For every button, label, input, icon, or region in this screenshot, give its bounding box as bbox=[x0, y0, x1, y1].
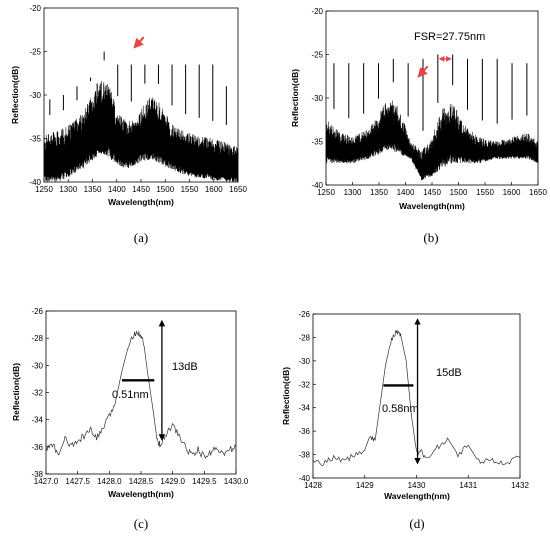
y-axis-label: Reflection(dB) bbox=[290, 69, 300, 127]
panel-label-b: (b) bbox=[423, 230, 438, 245]
x-tick-label: 1550 bbox=[181, 185, 199, 194]
series-line bbox=[45, 330, 237, 459]
x-tick-label: 1427.5 bbox=[65, 477, 90, 486]
y-tick-label: -28 bbox=[298, 333, 310, 342]
chart-panel-d: 1428 1429 1430 1431 1432 -26-28-30-32-34-36-… bbox=[281, 310, 529, 531]
x-tick-label: 1250 bbox=[35, 185, 53, 194]
depth-label: 15dB bbox=[436, 367, 462, 379]
y-tick-label: -32 bbox=[298, 380, 310, 389]
y-tick-label: -25 bbox=[29, 48, 41, 57]
x-tick-label: 1350 bbox=[370, 188, 388, 197]
y-axis-label: Reflection(dB) bbox=[281, 367, 291, 425]
noise-floor bbox=[43, 80, 239, 182]
y-tick-label: -34 bbox=[298, 404, 310, 413]
x-axis-ticks: 1428 1429 1430 1431 1432 bbox=[304, 475, 529, 490]
plot-area bbox=[312, 329, 521, 466]
series-line bbox=[312, 329, 521, 466]
x-tick-label: 1650 bbox=[229, 185, 247, 194]
y-tick-label: -36 bbox=[298, 427, 310, 436]
panel-label-c: (c) bbox=[134, 516, 148, 531]
x-tick-label: 1430 bbox=[408, 481, 426, 490]
x-tick-label: 1600 bbox=[205, 185, 223, 194]
y-axis-label: Reflection(dB) bbox=[11, 363, 21, 421]
x-tick-label: 1500 bbox=[450, 188, 468, 197]
y-tick-label: -35 bbox=[29, 135, 41, 144]
y-tick-label: -30 bbox=[29, 91, 41, 100]
y-tick-label: -30 bbox=[311, 94, 323, 103]
y-tick-label: -40 bbox=[298, 474, 310, 483]
y-tick-label: -30 bbox=[298, 357, 310, 366]
y-tick-label: -30 bbox=[31, 361, 43, 370]
x-axis-label: Wavelength(nm) bbox=[108, 489, 174, 499]
x-tick-label: 1430.0 bbox=[224, 477, 249, 486]
fwhm-label: 0.51nm bbox=[112, 389, 149, 401]
fsr-annotation: FSR=27.75nm bbox=[414, 31, 485, 43]
plot-area bbox=[45, 330, 237, 459]
x-tick-label: 1350 bbox=[84, 185, 102, 194]
x-tick-label: 1428 bbox=[304, 481, 322, 490]
x-tick-label: 1450 bbox=[132, 185, 150, 194]
x-tick-label: 1427.0 bbox=[34, 477, 59, 486]
x-tick-label: 1431 bbox=[459, 481, 477, 490]
chart-panel-a: 1250 1300 1350 1400 1450 1500 1550 1600 1650 -20… bbox=[10, 4, 247, 245]
x-tick-label: 1428.5 bbox=[129, 477, 154, 486]
y-axis-ticks: -26 -28 -30 -32 -34 -36 -38 bbox=[31, 307, 49, 479]
fwhm-label: 0.58nm bbox=[382, 403, 419, 415]
y-tick-label: -20 bbox=[311, 7, 323, 16]
x-tick-label: 1300 bbox=[59, 185, 77, 194]
x-tick-label: 1400 bbox=[397, 188, 415, 197]
y-tick-label: -38 bbox=[31, 470, 43, 479]
y-tick-label: -25 bbox=[311, 51, 323, 60]
y-tick-label: -40 bbox=[29, 178, 41, 187]
plot-frame bbox=[312, 313, 521, 479]
depth-label: 13dB bbox=[172, 361, 198, 373]
y-tick-label: -20 bbox=[29, 4, 41, 13]
x-tick-label: 1500 bbox=[156, 185, 174, 194]
y-tick-label: -26 bbox=[298, 310, 310, 319]
chart-panel-b: 1250 1300 1350 1400 1450 1500 1550 1600 1650 -20… bbox=[290, 7, 547, 245]
x-tick-label: 1429.5 bbox=[192, 477, 217, 486]
y-tick-label: -35 bbox=[311, 138, 323, 147]
y-axis-ticks: -20 -25 -30 -35 -40 bbox=[29, 4, 47, 187]
x-tick-label: 1428.0 bbox=[97, 477, 122, 486]
x-tick-label: 1450 bbox=[423, 188, 441, 197]
x-axis-label: Wavelength(nm) bbox=[399, 201, 465, 211]
x-axis-label: Wavelength(nm) bbox=[384, 491, 450, 501]
plot-area bbox=[43, 51, 239, 182]
chart-panel-c: 1427.0 1427.5 1428.0 1428.5 1429.0 1429.5 1430… bbox=[11, 307, 249, 531]
x-tick-label: 1429 bbox=[356, 481, 374, 490]
plot-area bbox=[325, 54, 539, 181]
x-axis-ticks: 1427.0 1427.5 1428.0 1428.5 1429.0 1429.5 1430… bbox=[34, 471, 249, 486]
x-axis-label: Wavelength(nm) bbox=[108, 197, 174, 207]
x-tick-label: 1432 bbox=[511, 481, 529, 490]
y-tick-label: -38 bbox=[298, 451, 310, 460]
red-arrow bbox=[417, 65, 429, 78]
x-tick-label: 1650 bbox=[529, 188, 547, 197]
x-tick-label: 1400 bbox=[108, 185, 126, 194]
panel-label-a: (a) bbox=[134, 230, 148, 245]
y-axis-label: Reflection(dB) bbox=[10, 66, 20, 124]
red-arrow bbox=[133, 36, 145, 49]
x-axis-ticks: 1250 1300 1350 1400 1450 1500 1550 1600 1650 bbox=[317, 182, 547, 197]
y-axis-ticks: -20 -25 -30 -35 -40 bbox=[311, 7, 329, 190]
x-tick-label: 1300 bbox=[344, 188, 362, 197]
noise-floor bbox=[325, 100, 539, 181]
x-tick-label: 1250 bbox=[317, 188, 335, 197]
y-tick-label: -36 bbox=[31, 443, 43, 452]
x-tick-label: 1550 bbox=[476, 188, 494, 197]
y-axis-ticks: -26 -28 -30 -32 -34 -36 -38 -40 bbox=[298, 310, 316, 483]
y-tick-label: -28 bbox=[31, 334, 43, 343]
x-axis-ticks: 1250 1300 1350 1400 1450 1500 1550 1600 1650 bbox=[35, 179, 247, 194]
y-tick-label: -40 bbox=[311, 181, 323, 190]
y-tick-label: -34 bbox=[31, 416, 43, 425]
y-tick-label: -26 bbox=[31, 307, 43, 316]
panel-label-d: (d) bbox=[409, 516, 424, 531]
x-tick-label: 1429.0 bbox=[160, 477, 185, 486]
x-tick-label: 1600 bbox=[503, 188, 521, 197]
y-tick-label: -32 bbox=[31, 389, 43, 398]
